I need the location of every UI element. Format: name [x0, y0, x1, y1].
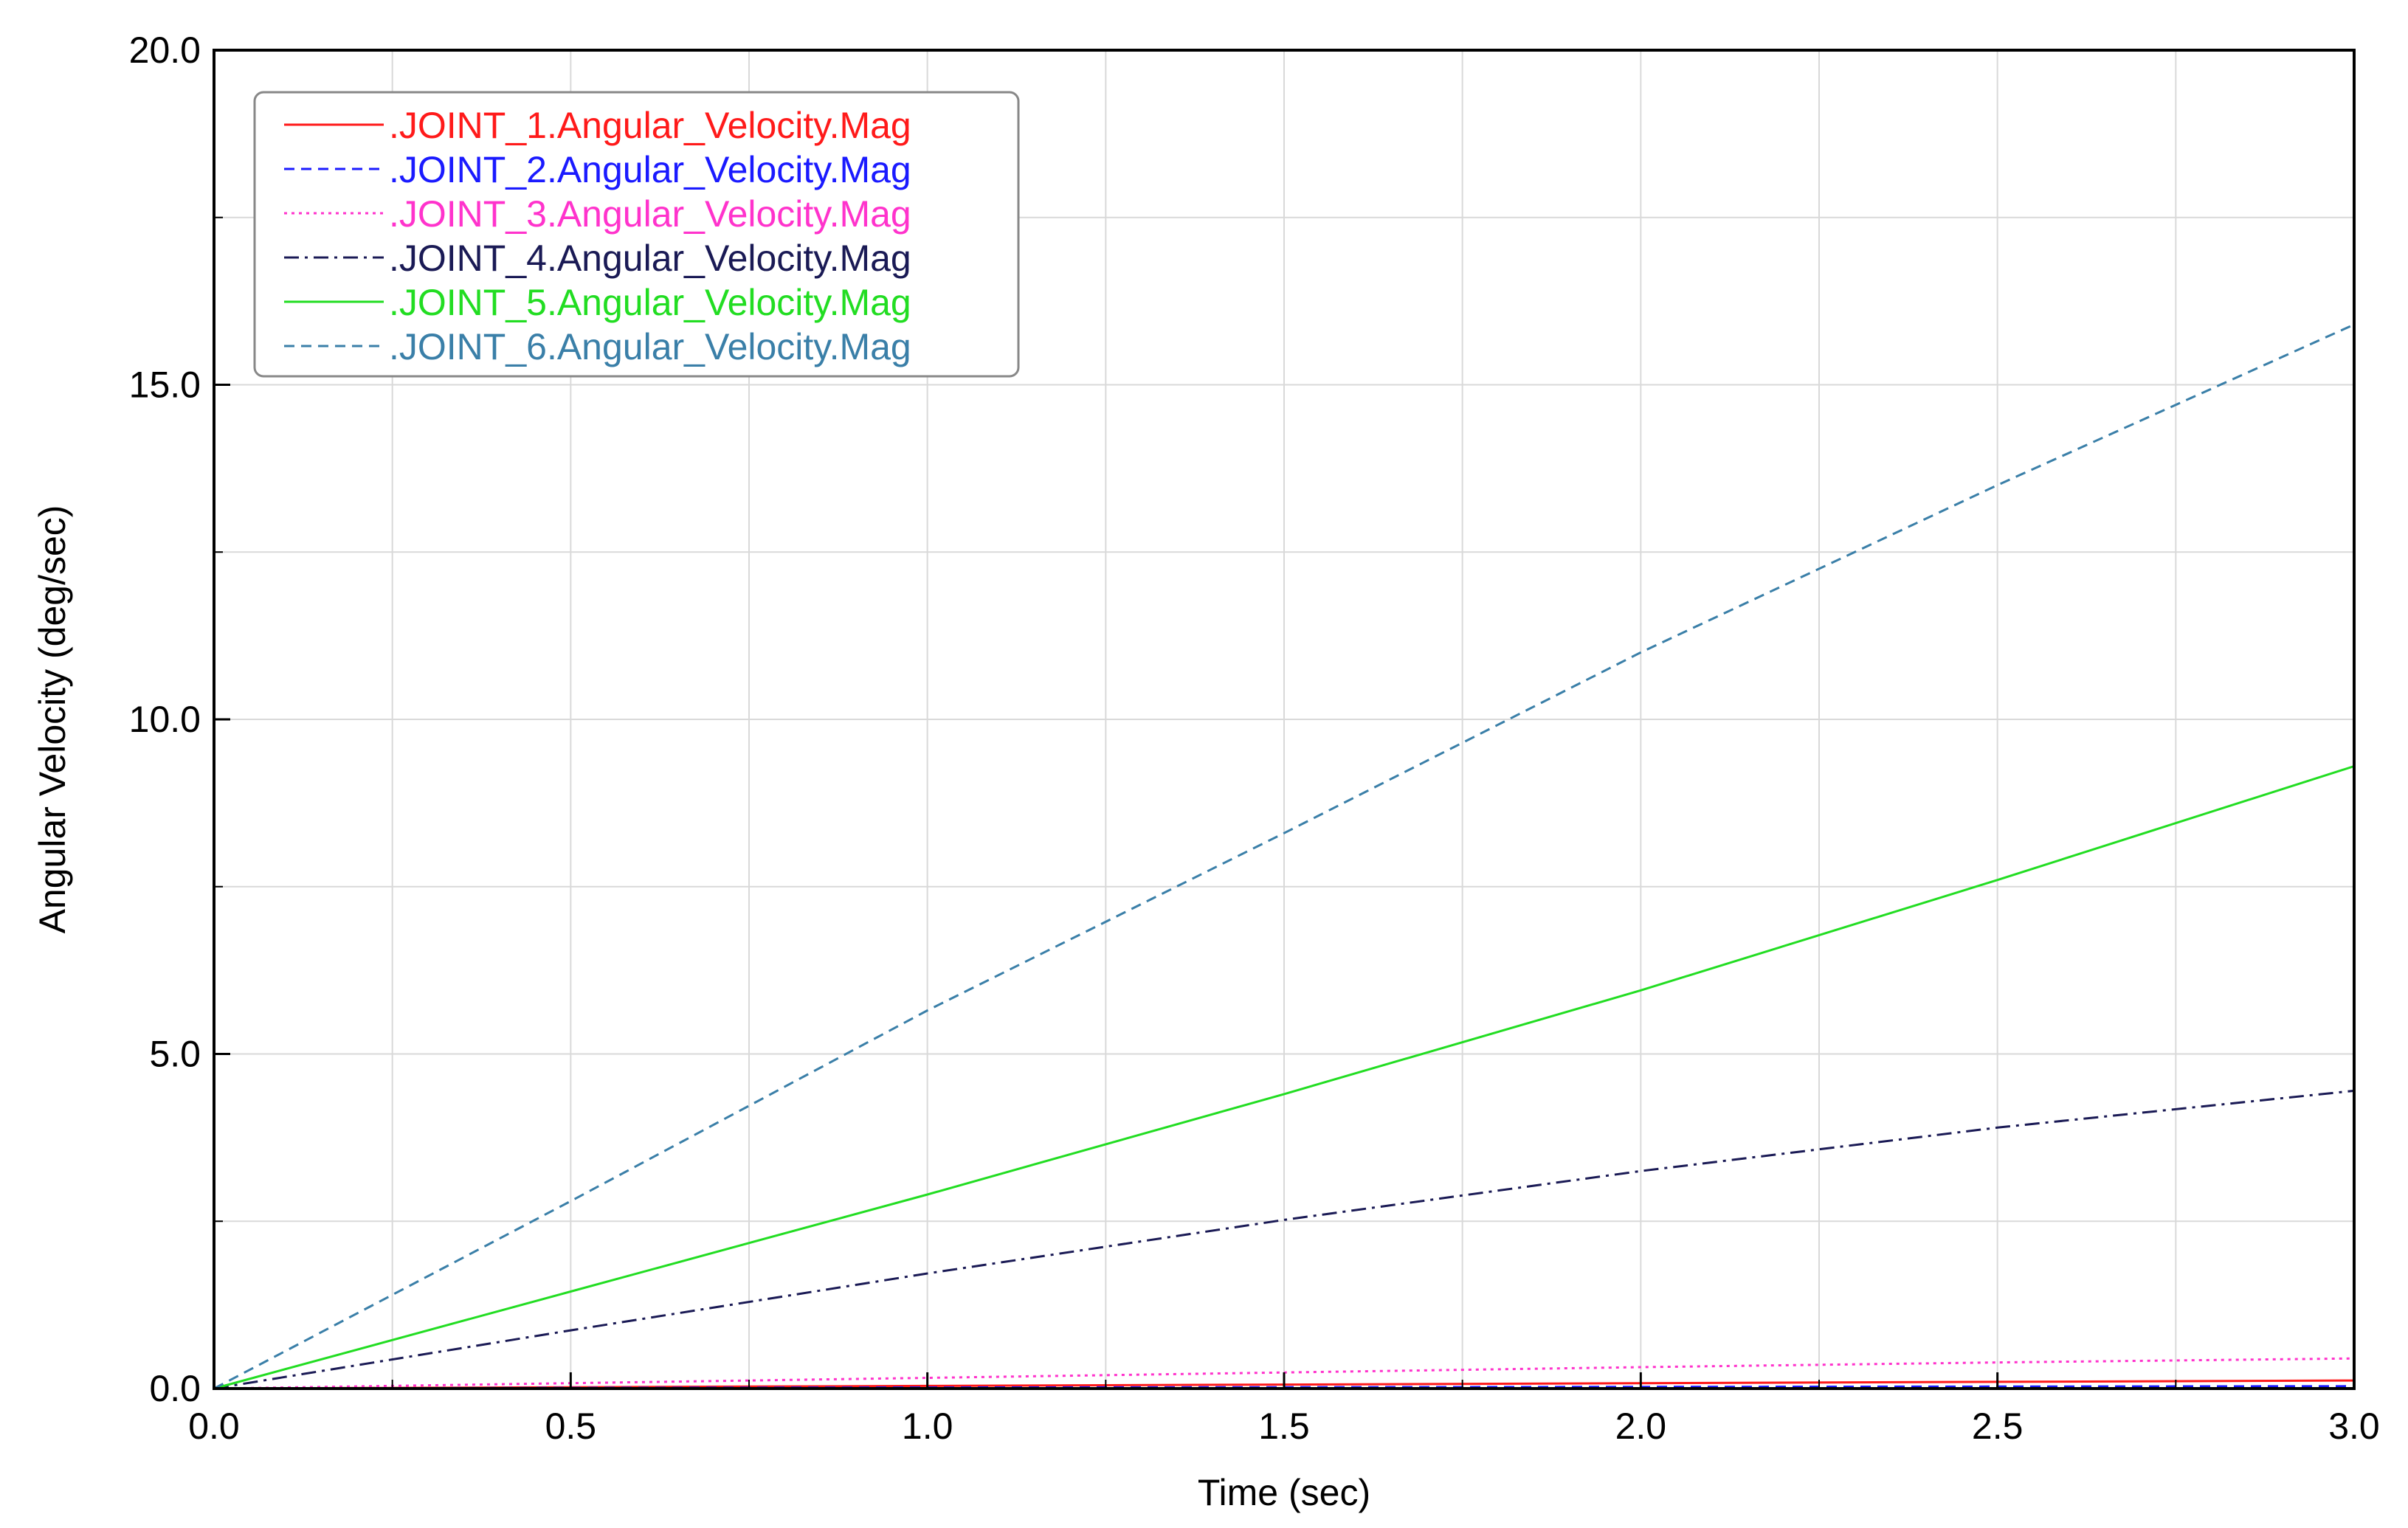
- legend-label: .JOINT_2.Angular_Velocity.Mag: [389, 149, 911, 190]
- x-tick-label: 3.0: [2328, 1406, 2380, 1447]
- y-tick-label: 0.0: [149, 1368, 201, 1409]
- legend-label: .JOINT_3.Angular_Velocity.Mag: [389, 193, 911, 235]
- y-axis-label: Angular Velocity (deg/sec): [32, 505, 73, 934]
- x-tick-label: 0.5: [545, 1406, 597, 1447]
- legend-label: .JOINT_4.Angular_Velocity.Mag: [389, 238, 911, 279]
- x-axis-label: Time (sec): [1198, 1472, 1370, 1513]
- y-tick-label: 5.0: [149, 1034, 201, 1075]
- x-tick-label: 1.0: [902, 1406, 953, 1447]
- y-tick-label: 20.0: [129, 30, 201, 71]
- y-tick-label: 15.0: [129, 364, 201, 406]
- x-tick-label: 1.5: [1258, 1406, 1310, 1447]
- x-tick-label: 0.0: [188, 1406, 240, 1447]
- y-tick-label: 10.0: [129, 699, 201, 740]
- legend: .JOINT_1.Angular_Velocity.Mag.JOINT_2.An…: [255, 92, 1018, 376]
- x-tick-label: 2.5: [1972, 1406, 2024, 1447]
- legend-label: .JOINT_5.Angular_Velocity.Mag: [389, 282, 911, 323]
- legend-label: .JOINT_1.Angular_Velocity.Mag: [389, 105, 911, 146]
- x-tick-label: 2.0: [1615, 1406, 1667, 1447]
- legend-label: .JOINT_6.Angular_Velocity.Mag: [389, 326, 911, 367]
